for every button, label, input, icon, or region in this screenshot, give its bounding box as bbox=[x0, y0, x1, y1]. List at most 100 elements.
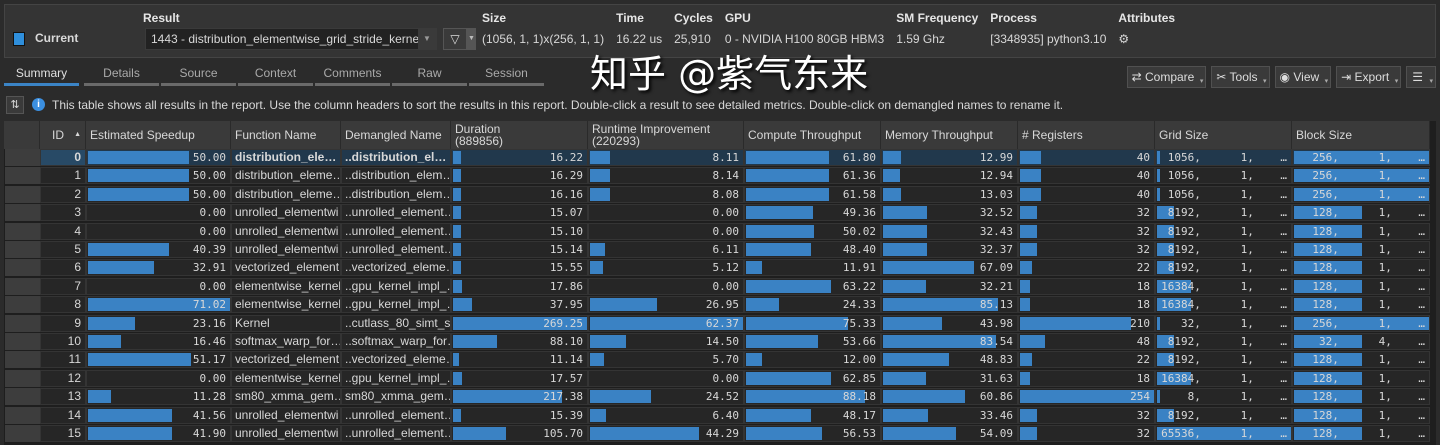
table-row[interactable]: 1 50.00 distribution_eleme… ..distribution_… bbox=[4, 167, 1434, 185]
value-bar bbox=[1294, 427, 1362, 440]
row-header[interactable] bbox=[5, 204, 41, 222]
column-header-memory-throughput[interactable]: Memory Throughput bbox=[881, 121, 1018, 149]
table-row[interactable]: 0 50.00 distribution_ele… ..distribution_el… bbox=[4, 149, 1434, 167]
column-header-compute-throughput[interactable]: Compute Throughput bbox=[744, 121, 881, 149]
cell-value: 3 bbox=[74, 205, 81, 220]
column-header-demangled-name[interactable]: Demangled Name bbox=[341, 121, 451, 149]
column-header-duration[interactable]: Duration (889856) bbox=[451, 121, 588, 149]
table-row[interactable]: 2 50.00 distribution_eleme… ..distribution_… bbox=[4, 185, 1434, 204]
tab-session[interactable]: Session bbox=[469, 64, 544, 86]
cell-estimated-speedup: 41.90 bbox=[86, 425, 231, 442]
row-header[interactable] bbox=[5, 277, 41, 295]
compare-button[interactable]: ⇄ Compare ▾ bbox=[1126, 66, 1207, 88]
cell-grid-size: 1056, 1, … bbox=[1155, 185, 1292, 203]
cell-memory-throughput: 67.09 bbox=[881, 259, 1018, 277]
row-header[interactable] bbox=[5, 259, 41, 277]
value-bar bbox=[746, 279, 832, 293]
filter-button[interactable]: ▽ bbox=[443, 28, 467, 50]
tab-raw[interactable]: Raw bbox=[392, 64, 467, 86]
table-row[interactable]: 6 32.91 vectorized_element… ..vectorized_el… bbox=[4, 259, 1434, 277]
column-header-block-size[interactable]: Block Size bbox=[1292, 121, 1430, 149]
cell-value: 15.14 bbox=[549, 243, 583, 256]
table-row[interactable]: 11 51.17 vectorized_element… ..vectorized_e… bbox=[4, 351, 1434, 369]
cell-value: elementwise_kernel bbox=[235, 370, 341, 385]
table-row[interactable]: 4 0.00 unrolled_elementwi… ..unrolled_eleme… bbox=[4, 222, 1434, 241]
cell-value: 22 bbox=[1136, 353, 1150, 367]
value-bar bbox=[746, 243, 812, 256]
row-header[interactable] bbox=[5, 314, 41, 332]
tab-details[interactable]: Details bbox=[84, 64, 159, 86]
row-header[interactable] bbox=[5, 425, 41, 442]
cell-value: 12.00 bbox=[842, 353, 876, 367]
table-row[interactable]: 12 0.00 elementwise_kernel ..gpu_kernel_imp… bbox=[4, 369, 1434, 388]
column-header-grid-size[interactable]: Grid Size bbox=[1155, 121, 1292, 149]
column-header-function-name[interactable]: Function Name bbox=[231, 121, 341, 149]
table-row[interactable]: 8 71.02 elementwise_kernel ..gpu_kernel_imp… bbox=[4, 296, 1434, 314]
menu-button[interactable]: ☰ ▾ bbox=[1406, 66, 1436, 88]
table-row[interactable]: 7 0.00 elementwise_kernel ..gpu_kernel_impl… bbox=[4, 277, 1434, 296]
column-header-runtime-improvement[interactable]: Runtime Improvement (220293) bbox=[588, 121, 744, 149]
filter-dropdown-button[interactable]: ▼ bbox=[467, 28, 476, 50]
cell-value: 33.46 bbox=[979, 408, 1013, 422]
cell-grid-size: 8192, 1, … bbox=[1155, 351, 1292, 369]
table-row[interactable]: 9 23.16 Kernel ..cutlass_80_simt_s… 269.25 62… bbox=[4, 314, 1434, 333]
value-bar bbox=[883, 335, 996, 348]
view-button[interactable]: ◉ View ▾ bbox=[1274, 66, 1332, 88]
cell-compute-throughput: 53.66 bbox=[744, 333, 881, 350]
cell-memory-throughput: 54.09 bbox=[881, 425, 1018, 442]
result-select[interactable]: 1443 - distribution_elementwise_grid_str… bbox=[145, 28, 437, 50]
cell-estimated-speedup: 40.39 bbox=[86, 241, 231, 258]
row-header[interactable] bbox=[5, 333, 41, 350]
info-bar: ⇅ i This table shows all results in the … bbox=[4, 96, 1436, 114]
value-bar bbox=[1157, 151, 1160, 164]
table-row[interactable]: 5 40.39 unrolled_elementwi… ..unrolled_elem… bbox=[4, 241, 1434, 259]
row-header[interactable] bbox=[5, 351, 41, 369]
row-header[interactable] bbox=[5, 167, 41, 185]
info-text: This table shows all results in the repo… bbox=[52, 98, 1064, 112]
tab-context[interactable]: Context bbox=[238, 64, 313, 86]
export-button[interactable]: ⇥ Export ▾ bbox=[1336, 66, 1402, 88]
table-row[interactable]: 13 11.28 sm80_xmma_gem… sm80_xmma_gem… 217.3… bbox=[4, 388, 1434, 406]
column-header-id[interactable]: ID ▲ bbox=[40, 121, 86, 149]
value-bar bbox=[746, 261, 763, 275]
row-header[interactable] bbox=[5, 241, 41, 258]
cell-memory-throughput: 31.63 bbox=[881, 369, 1018, 387]
tools-button[interactable]: ✂ Tools ▾ bbox=[1211, 66, 1270, 88]
row-header[interactable] bbox=[5, 185, 41, 203]
process-field: Process [3348935] python3.10 bbox=[990, 11, 1106, 46]
column-header-label: Grid Size bbox=[1159, 128, 1209, 142]
sort-ascending-icon[interactable]: ▲ bbox=[74, 131, 81, 138]
tab-summary[interactable]: Summary bbox=[4, 64, 79, 86]
result-select-value: 1443 - distribution_elementwise_grid_str… bbox=[151, 32, 422, 46]
tab-source[interactable]: Source bbox=[161, 64, 236, 86]
cell-value: 37.95 bbox=[549, 298, 583, 312]
row-header[interactable] bbox=[5, 222, 41, 240]
cell-registers: 254 bbox=[1018, 388, 1155, 406]
table-row[interactable]: 3 0.00 unrolled_elementwi… ..unrolled_eleme… bbox=[4, 204, 1434, 222]
row-header[interactable] bbox=[5, 388, 41, 406]
cell-demangled-name: ..unrolled_element… bbox=[341, 204, 451, 222]
chevron-down-icon[interactable]: ▼ bbox=[418, 29, 436, 49]
cell-id: 12 bbox=[40, 369, 86, 387]
sm-frequency-label: SM Frequency bbox=[896, 11, 979, 25]
row-header[interactable] bbox=[5, 369, 41, 387]
row-header[interactable] bbox=[5, 296, 41, 314]
row-header[interactable] bbox=[5, 406, 41, 424]
cell-memory-throughput: 85.13 bbox=[881, 296, 1018, 314]
table-row[interactable]: 15 41.90 unrolled_elementwi… ..unrolled_ele… bbox=[4, 425, 1434, 443]
value-bar bbox=[1294, 371, 1362, 385]
table-row[interactable]: 14 41.56 unrolled_elementwi… ..unrolled_ele… bbox=[4, 406, 1434, 425]
column-header-registers[interactable]: # Registers bbox=[1018, 121, 1155, 149]
cpu-chip-icon[interactable]: ⚙ bbox=[1118, 32, 1130, 46]
tab-comments[interactable]: Comments bbox=[315, 64, 390, 86]
gpu-value: 0 - NVIDIA H100 80GB HBM3 bbox=[724, 32, 885, 46]
cell-memory-throughput: 33.46 bbox=[881, 406, 1018, 424]
cell-value: 11.14 bbox=[549, 353, 583, 367]
corner-header bbox=[4, 121, 40, 149]
value-bar bbox=[453, 206, 461, 220]
table-row[interactable]: 10 16.46 softmax_warp_for… ..softmax_warp_f… bbox=[4, 333, 1434, 351]
row-header[interactable] bbox=[5, 149, 41, 166]
cell-registers: 32 bbox=[1018, 406, 1155, 424]
column-header-estimated-speedup[interactable]: Estimated Speedup bbox=[86, 121, 231, 149]
sync-button[interactable]: ⇅ bbox=[6, 96, 24, 114]
